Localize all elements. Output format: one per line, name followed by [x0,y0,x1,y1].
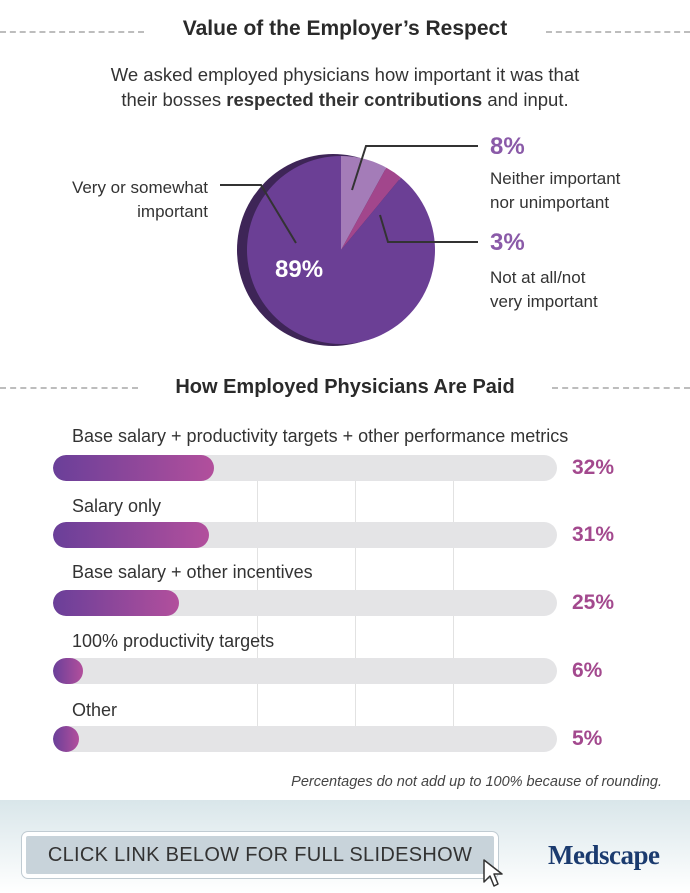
pie-slice-not-important [341,167,401,250]
section1-divider-left [0,31,144,33]
intro-line-1: We asked employed physicians how importa… [110,64,580,85]
bar-label: 100% productivity targets [72,631,275,651]
section1-title: Value of the Employer’s Respect [182,17,508,40]
slice-label-not-important: Not at all/not very important [490,268,598,311]
bar [53,658,84,684]
pie-slice-neither [341,156,387,250]
section2-divider-right [552,387,690,389]
bar-value-label: 6% [572,659,603,682]
bar-label: Other [72,700,118,720]
slideshow-cta-button[interactable]: CLICK LINK BELOW FOR FULL SLIDESHOW [22,832,498,878]
bar-value-label: 31% [572,523,615,546]
section2-divider-left [0,387,138,389]
bar-track [53,455,557,481]
bar [53,455,215,481]
bar-label: Base salary + other incentives [72,562,313,582]
footnote: Percentages do not add up to 100% becaus… [291,774,662,790]
bar-value-label: 32% [572,456,615,479]
slice-value-not-important: 3% [490,229,525,256]
leader-line-not-important [379,214,478,243]
bar-label: Base salary + productivity targets + oth… [72,426,569,446]
slice-value-neither: 8% [490,133,525,160]
bar-value-label: 25% [572,591,615,614]
bar-track [53,522,557,548]
bar-track [53,590,557,616]
intro-line-2: their bosses respected their contributio… [121,89,569,110]
slice-label-very-important: Very or somewhat important [71,178,208,221]
bar-track [53,658,557,684]
medscape-logo: Medscape [548,840,660,870]
pie-chart [220,145,478,346]
section1-divider-right [546,31,690,33]
bar-value-label: 5% [572,727,603,750]
pie-slice-very-important [246,156,435,344]
section1-intro: We asked employed physicians how importa… [0,62,690,112]
pointer-cursor-icon [483,859,503,887]
bar [53,726,79,752]
bar-label: Salary only [72,496,162,516]
bar-track [53,726,557,752]
intro-emphasis: respected their contributions [226,89,483,110]
bar [53,590,179,616]
section2-title: How Employed Physicians Are Paid [175,376,515,398]
slice-value-very-important: 89% [275,256,324,283]
slice-label-neither: Neither important nor unimportant [490,169,621,212]
leader-line-neither [351,145,478,191]
bar [53,522,210,548]
leader-line-very-important [220,184,297,244]
